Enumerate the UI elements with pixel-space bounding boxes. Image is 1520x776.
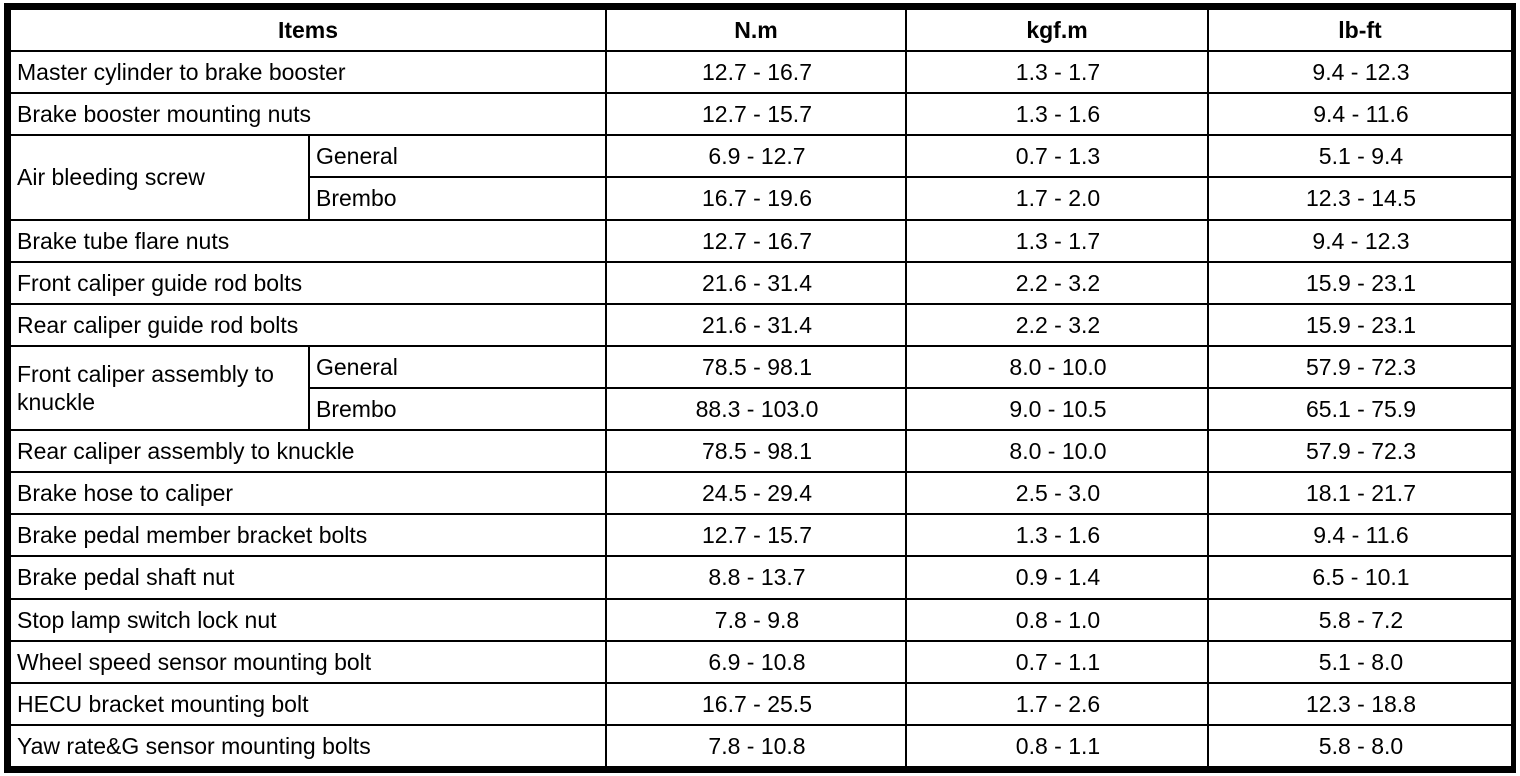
kgfm-cell: 1.3 - 1.7 [905, 218, 1209, 263]
item-cell: Brake tube flare nuts [9, 218, 607, 263]
kgfm-cell: 0.8 - 1.0 [905, 597, 1209, 642]
table-row: Stop lamp switch lock nut 7.8 - 9.8 0.8 … [9, 597, 1513, 642]
lbft-cell: 12.3 - 14.5 [1207, 176, 1513, 221]
item-cell: Wheel speed sensor mounting bolt [9, 639, 607, 684]
table-row: Brake pedal shaft nut 8.8 - 13.7 0.9 - 1… [9, 555, 1513, 600]
lbft-cell: 9.4 - 12.3 [1207, 218, 1513, 263]
lbft-cell: 6.5 - 10.1 [1207, 555, 1513, 600]
nm-cell: 16.7 - 25.5 [605, 681, 907, 726]
nm-cell: 21.6 - 31.4 [605, 260, 907, 305]
item-cell: Brake hose to caliper [9, 471, 607, 516]
nm-cell: 24.5 - 29.4 [605, 471, 907, 516]
kgfm-cell: 1.3 - 1.6 [905, 92, 1209, 137]
column-header-items: Items [9, 7, 607, 53]
kgfm-cell: 0.9 - 1.4 [905, 555, 1209, 600]
column-header-kgfm: kgf.m [905, 7, 1209, 53]
table-row: Brake hose to caliper 24.5 - 29.4 2.5 - … [9, 471, 1513, 516]
table-row: Rear caliper guide rod bolts 21.6 - 31.4… [9, 302, 1513, 347]
kgfm-cell: 0.7 - 1.1 [905, 639, 1209, 684]
nm-cell: 78.5 - 98.1 [605, 429, 907, 474]
item-cell-group: Air bleeding screw [9, 134, 310, 221]
nm-cell: 7.8 - 9.8 [605, 597, 907, 642]
kgfm-cell: 9.0 - 10.5 [905, 386, 1209, 432]
kgfm-cell: 0.8 - 1.1 [905, 723, 1209, 769]
lbft-cell: 9.4 - 11.6 [1207, 513, 1513, 558]
nm-cell: 16.7 - 19.6 [605, 176, 907, 221]
nm-cell: 21.6 - 31.4 [605, 302, 907, 347]
table-row: Brembo 88.3 - 103.0 9.0 - 10.5 65.1 - 75… [10, 386, 1513, 432]
lbft-cell: 5.1 - 8.0 [1207, 639, 1513, 684]
lbft-cell: 57.9 - 72.3 [1207, 429, 1513, 474]
nm-cell: 12.7 - 16.7 [605, 218, 907, 263]
torque-spec-table-frame: Items N.m kgf.m lb-ft Master cylinder to… [4, 3, 1516, 773]
kgfm-cell: 1.7 - 2.0 [905, 176, 1209, 221]
kgfm-cell: 2.5 - 3.0 [905, 471, 1209, 516]
table-row: Air bleeding screw General 6.9 - 12.7 0.… [9, 134, 1513, 221]
kgfm-cell: 2.2 - 3.2 [905, 260, 1209, 305]
column-header-lbft: lb-ft [1207, 7, 1513, 53]
lbft-cell: 65.1 - 75.9 [1207, 386, 1513, 432]
item-cell-group: Front caliper assembly to knuckle [9, 344, 310, 432]
lbft-cell: 15.9 - 23.1 [1207, 260, 1513, 305]
item-cell: Rear caliper assembly to knuckle [9, 429, 607, 474]
table-row: Master cylinder to brake booster 12.7 - … [9, 50, 1513, 95]
nm-cell: 88.3 - 103.0 [605, 386, 907, 432]
table-row: HECU bracket mounting bolt 16.7 - 25.5 1… [9, 681, 1513, 726]
nm-cell: 12.7 - 15.7 [605, 513, 907, 558]
item-cell: Stop lamp switch lock nut [9, 597, 607, 642]
table-row: Brembo 16.7 - 19.6 1.7 - 2.0 12.3 - 14.5 [10, 176, 1513, 221]
table-row: Brake booster mounting nuts 12.7 - 15.7 … [9, 92, 1513, 137]
nm-cell: 12.7 - 15.7 [605, 92, 907, 137]
table-row: Front caliper assembly to knuckle Genera… [9, 344, 1513, 432]
variant-cell: General [308, 344, 607, 389]
lbft-cell: 5.8 - 7.2 [1207, 597, 1513, 642]
table-row: Yaw rate&G sensor mounting bolts 7.8 - 1… [9, 723, 1513, 769]
variant-cell: General [308, 134, 607, 179]
lbft-cell: 18.1 - 21.7 [1207, 471, 1513, 516]
nm-cell: 78.5 - 98.1 [605, 344, 907, 389]
variant-cell: Brembo [308, 176, 607, 221]
column-header-nm: N.m [605, 7, 907, 53]
nm-cell: 12.7 - 16.7 [605, 50, 907, 95]
kgfm-cell: 1.3 - 1.6 [905, 513, 1209, 558]
header-row: Items N.m kgf.m lb-ft [9, 7, 1513, 53]
lbft-cell: 57.9 - 72.3 [1207, 344, 1513, 389]
kgfm-cell: 2.2 - 3.2 [905, 302, 1209, 347]
variant-cell: Brembo [308, 386, 607, 432]
table-row: Brake tube flare nuts 12.7 - 16.7 1.3 - … [9, 218, 1513, 263]
item-cell: Rear caliper guide rod bolts [9, 302, 607, 347]
item-cell: Brake pedal shaft nut [9, 555, 607, 600]
nm-cell: 6.9 - 12.7 [605, 134, 907, 179]
lbft-cell: 9.4 - 11.6 [1207, 92, 1513, 137]
table-row: Front caliper guide rod bolts 21.6 - 31.… [9, 260, 1513, 305]
lbft-cell: 12.3 - 18.8 [1207, 681, 1513, 726]
kgfm-cell: 1.3 - 1.7 [905, 50, 1209, 95]
table-row: Brake pedal member bracket bolts 12.7 - … [9, 513, 1513, 558]
lbft-cell: 9.4 - 12.3 [1207, 50, 1513, 95]
kgfm-cell: 8.0 - 10.0 [905, 429, 1209, 474]
nm-cell: 6.9 - 10.8 [605, 639, 907, 684]
lbft-cell: 5.1 - 9.4 [1207, 134, 1513, 179]
item-cell: Brake booster mounting nuts [9, 92, 607, 137]
item-cell: HECU bracket mounting bolt [9, 681, 607, 726]
lbft-cell: 15.9 - 23.1 [1207, 302, 1513, 347]
item-cell: Yaw rate&G sensor mounting bolts [9, 723, 607, 769]
torque-spec-table: Items N.m kgf.m lb-ft Master cylinder to… [9, 7, 1513, 769]
table-row: Rear caliper assembly to knuckle 78.5 - … [9, 429, 1513, 474]
kgfm-cell: 1.7 - 2.6 [905, 681, 1209, 726]
item-cell: Master cylinder to brake booster [9, 50, 607, 95]
kgfm-cell: 0.7 - 1.3 [905, 134, 1209, 179]
nm-cell: 8.8 - 13.7 [605, 555, 907, 600]
nm-cell: 7.8 - 10.8 [605, 723, 907, 769]
kgfm-cell: 8.0 - 10.0 [905, 344, 1209, 389]
lbft-cell: 5.8 - 8.0 [1207, 723, 1513, 769]
item-cell: Brake pedal member bracket bolts [9, 513, 607, 558]
item-cell: Front caliper guide rod bolts [9, 260, 607, 305]
table-row: Wheel speed sensor mounting bolt 6.9 - 1… [9, 639, 1513, 684]
